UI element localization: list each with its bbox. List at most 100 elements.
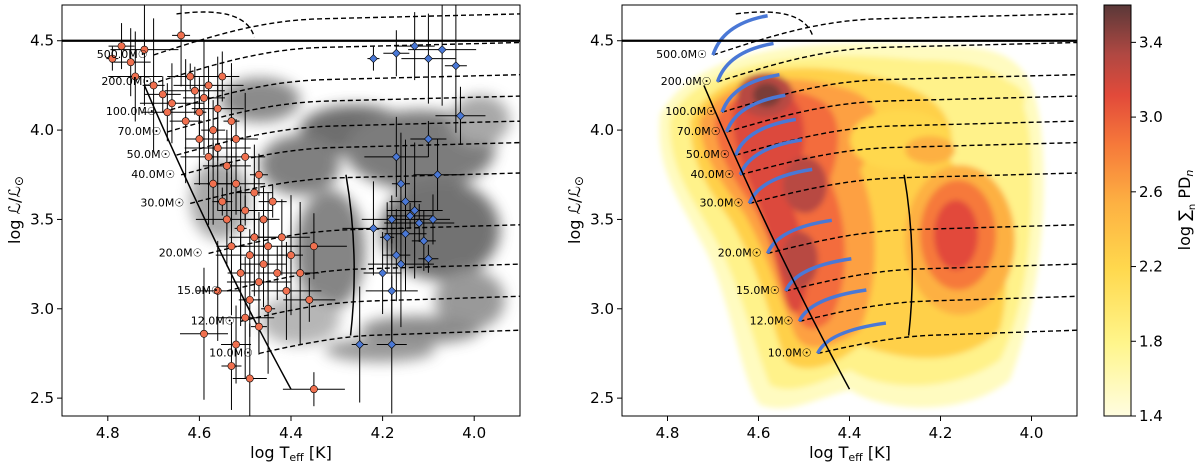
right-ticks: 4.8 4.6 4.4 4.2 4.0 2.5 3.0 3.5 4.0 4.5 bbox=[590, 32, 1077, 442]
data-point bbox=[410, 206, 420, 215]
evolution-track bbox=[817, 329, 1077, 355]
y-tick-label: 2.5 bbox=[590, 389, 614, 407]
main-sequence-track bbox=[816, 321, 887, 355]
data-point bbox=[296, 269, 305, 277]
data-point bbox=[245, 374, 254, 383]
evolution-track bbox=[749, 172, 1077, 205]
right-ylabel: log ℒ/ℒ⊙ bbox=[565, 176, 586, 244]
data-point bbox=[168, 99, 176, 108]
data-point bbox=[222, 215, 231, 224]
data-point bbox=[108, 54, 117, 63]
data-point bbox=[241, 206, 250, 215]
data-point bbox=[209, 179, 218, 188]
x-tick-label: 4.2 bbox=[929, 424, 953, 442]
colorbar-ticks: 1.4 1.8 2.2 2.6 3.0 3.4 bbox=[1131, 33, 1163, 425]
y-tick-label: 3.0 bbox=[590, 300, 614, 318]
evolution-track bbox=[721, 74, 1077, 113]
data-point bbox=[241, 313, 250, 322]
mass-label: 100.0M☉ bbox=[665, 105, 716, 118]
left-panel: 500.0M☉ 200.0M☉ 100.0M☉ 70.0M☉ 50.0M☉ 40.0M☉ 3… bbox=[5, 4, 521, 464]
data-point bbox=[186, 72, 195, 81]
data-point bbox=[218, 197, 227, 206]
data-point bbox=[268, 197, 277, 206]
x-tick-label: 4.4 bbox=[838, 424, 862, 442]
data-point bbox=[433, 170, 442, 180]
data-point bbox=[222, 161, 231, 170]
data-point bbox=[117, 42, 126, 50]
mass-label: 15.0M☉ bbox=[736, 284, 780, 297]
mass-label: 50.0M☉ bbox=[127, 148, 171, 161]
data-point bbox=[287, 251, 295, 260]
data-point bbox=[405, 211, 415, 221]
mass-label: 40.0M☉ bbox=[131, 168, 175, 181]
data-point bbox=[200, 94, 208, 102]
data-point bbox=[355, 340, 365, 349]
data-point bbox=[414, 218, 424, 228]
data-point bbox=[401, 229, 410, 239]
left-ylabel: log ℒ/ℒ⊙ bbox=[5, 176, 26, 244]
data-point bbox=[309, 242, 318, 251]
data-point bbox=[423, 54, 433, 64]
data-point bbox=[131, 72, 140, 81]
data-point bbox=[158, 90, 167, 99]
data-point bbox=[387, 340, 397, 349]
data-point bbox=[255, 322, 263, 331]
main-sequence-track bbox=[765, 218, 833, 255]
left-ticks: 4.8 4.6 4.4 4.2 4.0 2.5 3.0 3.5 4.0 4.5 bbox=[30, 32, 520, 442]
data-point bbox=[401, 197, 410, 206]
mass-label: 200.0M☉ bbox=[101, 75, 152, 88]
data-point bbox=[204, 152, 213, 161]
data-point bbox=[264, 242, 272, 251]
data-point bbox=[277, 233, 286, 242]
data-point bbox=[181, 117, 190, 126]
data-point bbox=[437, 45, 447, 55]
colorbar-tick-label: 2.2 bbox=[1139, 258, 1163, 276]
data-point bbox=[378, 268, 388, 278]
data-point bbox=[250, 233, 259, 242]
left-xlabel: log Teff [K] bbox=[250, 443, 332, 464]
data-point bbox=[255, 170, 263, 179]
data-point bbox=[245, 295, 254, 304]
data-point bbox=[387, 215, 397, 224]
y-tick-label: 4.0 bbox=[30, 121, 54, 139]
main-sequence-track bbox=[797, 288, 867, 323]
colorbar-tick-label: 3.4 bbox=[1139, 33, 1163, 51]
y-tick-label: 4.5 bbox=[590, 32, 614, 50]
mass-label: 70.0M☉ bbox=[677, 125, 721, 138]
zams-line bbox=[703, 85, 851, 390]
data-point bbox=[227, 362, 236, 370]
data-point bbox=[190, 86, 199, 95]
right-heatmap bbox=[659, 43, 1044, 409]
data-point bbox=[195, 135, 204, 143]
data-point bbox=[245, 251, 254, 260]
mass-label: 200.0M☉ bbox=[661, 75, 712, 88]
evolution-track bbox=[740, 141, 1077, 176]
evolution-track bbox=[176, 11, 256, 38]
data-point bbox=[391, 48, 401, 58]
data-point bbox=[236, 224, 245, 233]
data-point bbox=[396, 259, 406, 269]
data-point bbox=[241, 152, 250, 161]
right-track-labels: 500.0M☉ 200.0M☉ 100.0M☉ 70.0M☉ 50.0M☉ 40.0M☉ 3… bbox=[656, 48, 811, 359]
evolution-track bbox=[735, 11, 814, 38]
data-point bbox=[200, 329, 208, 338]
y-tick-label: 2.5 bbox=[30, 389, 54, 407]
data-point bbox=[382, 232, 392, 242]
main-sequence-track bbox=[738, 138, 802, 176]
evolution-track bbox=[767, 224, 1077, 255]
right-xlabel: log Teff [K] bbox=[809, 443, 891, 464]
x-tick-label: 4.8 bbox=[96, 424, 120, 442]
mass-label: 20.0M☉ bbox=[159, 246, 203, 259]
evolution-track bbox=[157, 41, 520, 83]
data-point bbox=[451, 61, 461, 71]
data-point bbox=[213, 287, 222, 295]
colorbar-tick-label: 3.0 bbox=[1139, 108, 1163, 126]
x-tick-label: 4.4 bbox=[279, 424, 303, 442]
data-point bbox=[259, 260, 268, 269]
evolution-track bbox=[240, 295, 520, 322]
mass-label: 40.0M☉ bbox=[690, 168, 734, 181]
x-tick-label: 4.0 bbox=[462, 424, 486, 442]
evolution-track bbox=[153, 13, 520, 56]
data-point bbox=[213, 104, 222, 113]
